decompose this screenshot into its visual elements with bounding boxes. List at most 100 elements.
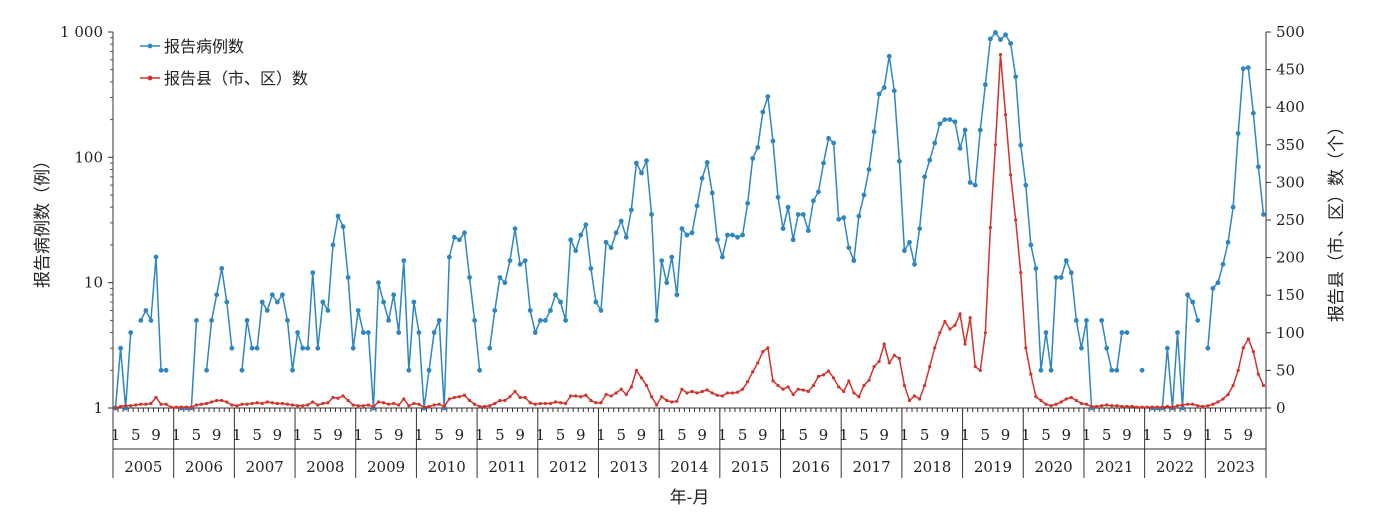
- cases-point: [977, 127, 983, 133]
- cases-point: [542, 317, 548, 323]
- cases-point: [138, 317, 144, 323]
- cases-point: [907, 239, 912, 245]
- counties-point: [983, 331, 987, 335]
- counties-point: [887, 361, 891, 365]
- cases-point: [1250, 110, 1256, 116]
- counties-point: [240, 402, 244, 406]
- cases-point: [143, 308, 149, 313]
- cases-point: [507, 258, 513, 263]
- month-tick-label: 1: [1142, 426, 1152, 444]
- counties-point: [376, 400, 381, 404]
- counties-point: [644, 383, 649, 388]
- cases-point: [330, 242, 336, 248]
- cases-point: [775, 194, 781, 200]
- counties-point: [164, 402, 168, 406]
- counties-point: [488, 404, 492, 408]
- counties-point: [796, 387, 800, 391]
- cases-point: [285, 317, 290, 323]
- cases-point: [816, 189, 821, 195]
- cases-point: [871, 129, 877, 135]
- counties-point: [806, 389, 810, 394]
- counties-point: [275, 401, 279, 406]
- counties-point: [670, 400, 674, 404]
- counties-point: [1003, 113, 1008, 117]
- counties-point: [326, 401, 330, 405]
- right-tick-label: 150: [1276, 286, 1305, 304]
- year-label: 2014: [670, 458, 708, 476]
- counties-point: [437, 402, 441, 406]
- cases-point: [406, 367, 412, 373]
- cases-point: [800, 212, 806, 217]
- cases-point: [1073, 317, 1079, 323]
- cases-point: [1164, 345, 1170, 351]
- right-tick-label: 0: [1276, 399, 1286, 417]
- counties-point: [1074, 398, 1078, 403]
- counties-point: [1226, 392, 1230, 397]
- counties-point: [336, 396, 340, 400]
- year-label: 2011: [488, 458, 526, 476]
- counties-point: [1084, 402, 1089, 406]
- cases-point: [947, 117, 953, 123]
- counties-point: [1256, 372, 1261, 376]
- cases-point: [1053, 275, 1059, 280]
- month-tick-label: 5: [616, 426, 626, 444]
- counties-point: [660, 395, 664, 399]
- counties-point: [933, 346, 937, 350]
- cases-point: [760, 109, 766, 115]
- cases-point: [952, 119, 958, 125]
- counties-point: [690, 389, 694, 394]
- cases-point: [416, 330, 422, 335]
- counties-point: [113, 406, 118, 410]
- cases-point: [568, 237, 574, 243]
- cases-point: [927, 157, 933, 163]
- counties-point: [169, 405, 173, 409]
- counties-point: [452, 395, 456, 400]
- counties-point: [1009, 173, 1013, 177]
- counties-point: [351, 403, 355, 407]
- cases-point: [770, 138, 776, 144]
- cases-point: [780, 226, 786, 232]
- cases-point: [608, 245, 614, 251]
- counties-point: [295, 404, 300, 408]
- counties-point: [149, 401, 153, 406]
- counties-point: [311, 400, 315, 404]
- cases-point: [1058, 275, 1064, 280]
- cases-point: [492, 308, 498, 313]
- counties-point: [174, 405, 178, 409]
- cases-point: [1210, 286, 1216, 291]
- cases-point: [1240, 66, 1246, 72]
- cases-point: [1084, 317, 1089, 323]
- cases-point: [684, 232, 690, 238]
- month-tick-label: 1: [900, 426, 910, 444]
- month-tick-label: 1: [353, 426, 363, 444]
- cases-point: [1109, 367, 1115, 373]
- counties-point: [700, 389, 704, 394]
- month-tick-label: 5: [1223, 426, 1233, 444]
- counties-point: [1175, 404, 1180, 408]
- cases-point: [679, 226, 685, 232]
- counties-point: [705, 388, 709, 392]
- cases-point: [1230, 204, 1236, 210]
- cases-point: [381, 299, 386, 305]
- counties-point: [948, 327, 952, 331]
- cases-point: [153, 254, 159, 260]
- month-tick-label: 5: [1041, 426, 1051, 444]
- cases-point: [634, 160, 639, 166]
- year-label: 2015: [731, 458, 769, 476]
- counties-point: [245, 402, 249, 406]
- cases-point: [204, 367, 209, 373]
- cases-point: [360, 330, 366, 335]
- cases-point: [391, 292, 397, 298]
- counties-point: [250, 401, 254, 406]
- cases-point: [623, 234, 629, 240]
- cases-point: [674, 292, 680, 298]
- cases-point: [1038, 367, 1044, 373]
- cases-point: [350, 345, 356, 351]
- cases-point: [376, 280, 381, 286]
- cases-line: [114, 31, 1265, 409]
- counties-point: [801, 388, 805, 392]
- month-tick-label: 1: [232, 426, 242, 444]
- cases-point: [1261, 212, 1266, 217]
- cases-point: [932, 140, 938, 146]
